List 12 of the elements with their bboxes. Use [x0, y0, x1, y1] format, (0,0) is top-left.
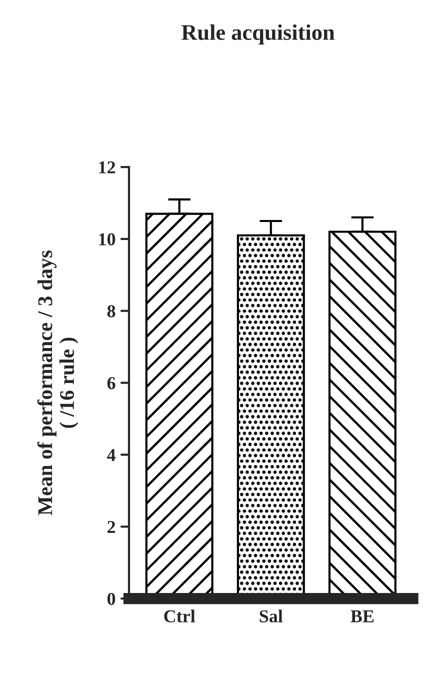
- x-tick-label: Sal: [260, 610, 283, 622]
- y-tick-label: 6: [107, 377, 116, 390]
- y-tick-label: 2: [108, 520, 116, 533]
- y-tick-label: 4: [107, 449, 116, 461]
- x-tick-label: Ctrl: [164, 610, 196, 622]
- y-tick-label: 10: [99, 233, 116, 246]
- y-axis-title: Mean of performance / 3 days ( /16 rule ): [37, 250, 78, 516]
- x-tick-label: BE: [350, 610, 374, 622]
- y-tick-label: 0: [107, 592, 116, 605]
- y-tick-label: 8: [107, 305, 116, 318]
- chart-title: Rule acquisition: [182, 24, 335, 45]
- y-tick-label: 12: [99, 161, 116, 174]
